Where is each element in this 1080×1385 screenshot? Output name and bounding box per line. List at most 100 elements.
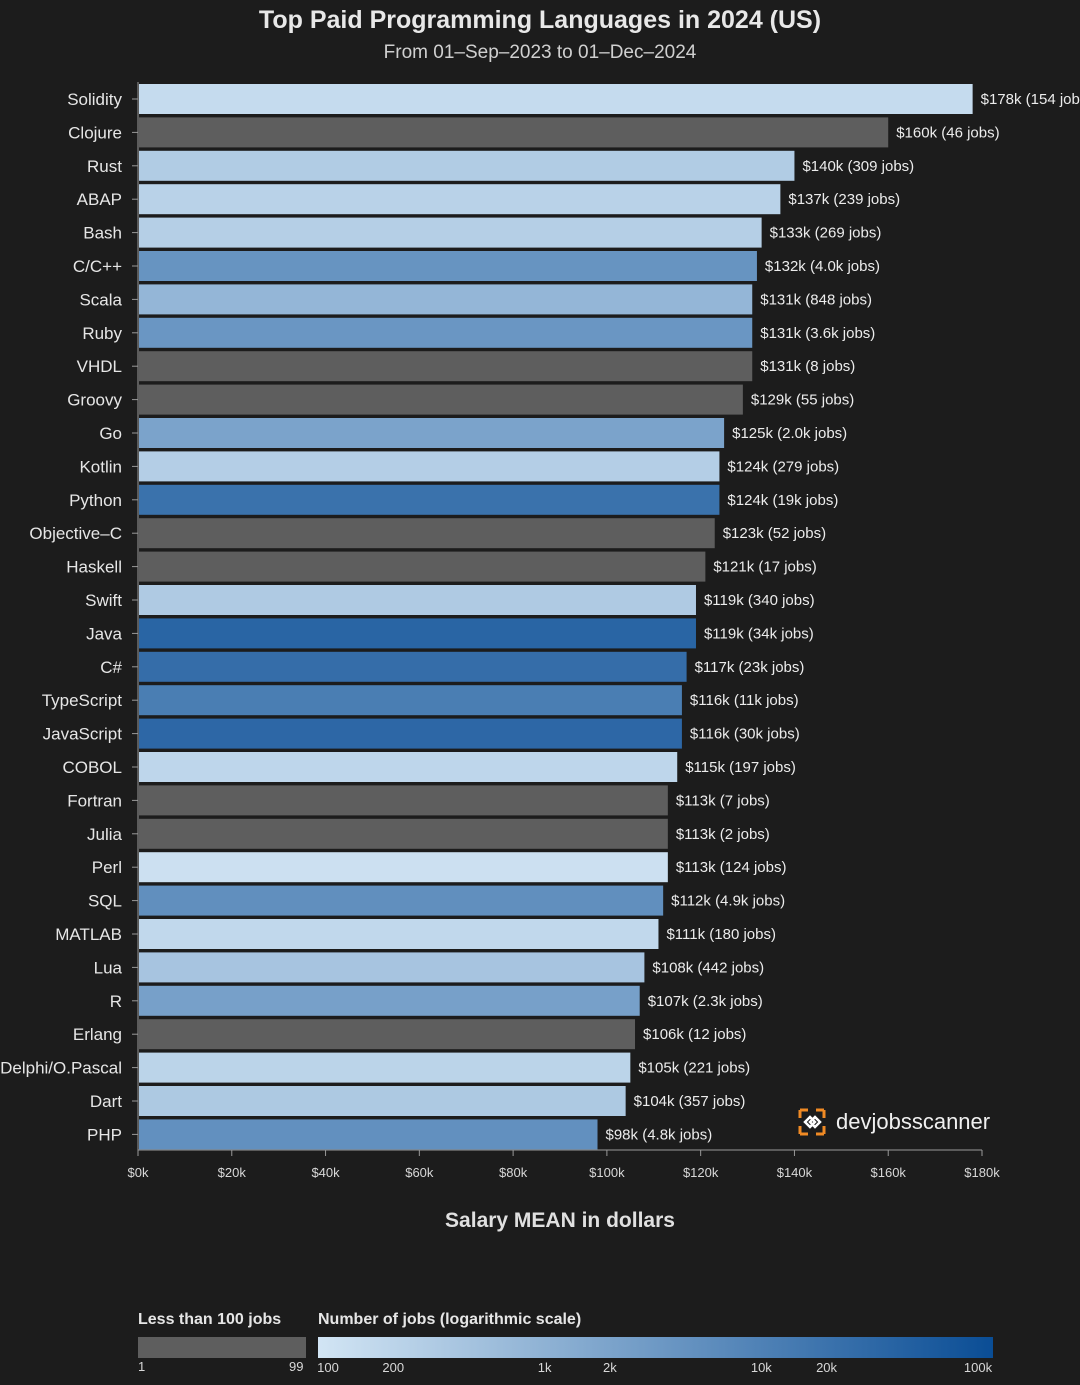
data-label: $113k (7 jobs) [676, 792, 770, 809]
x-tick-label: $160k [871, 1165, 907, 1180]
bar-go [139, 418, 725, 448]
category-label: PHP [87, 1125, 122, 1144]
bar-vhdl [139, 351, 753, 382]
bar-kotlin [139, 451, 720, 482]
bar-erlang [139, 1019, 636, 1050]
category-label: C# [100, 658, 122, 677]
data-label: $133k (269 jobs) [770, 225, 882, 242]
category-label: ABAP [77, 190, 122, 209]
bar-python [139, 484, 720, 515]
category-label: MATLAB [55, 925, 122, 944]
x-axis-title: Salary MEAN in dollars [445, 1209, 675, 1232]
bar-ruby [139, 317, 753, 348]
bar-objective-c [139, 518, 715, 549]
data-label: $121k (17 jobs) [713, 559, 816, 576]
bar-javascript [139, 718, 682, 749]
legend-scale-tick: 10k [751, 1360, 772, 1375]
data-label: $111k (180 jobs) [666, 926, 776, 943]
bar-java [139, 618, 696, 649]
data-label: $132k (4.0k jobs) [765, 258, 880, 275]
category-label: Kotlin [79, 457, 122, 476]
brand-name: devjobsscanner [836, 1109, 991, 1134]
category-label: Lua [94, 958, 123, 977]
legend-scale-tick: 100 [317, 1360, 339, 1375]
category-label: R [110, 992, 122, 1011]
category-label: Scala [79, 290, 122, 309]
x-tick-label: $20k [218, 1165, 247, 1180]
data-label: $105k (221 jobs) [638, 1060, 750, 1077]
bar-groovy [139, 384, 743, 415]
x-tick-label: $60k [405, 1165, 434, 1180]
data-label: $119k (340 jobs) [704, 592, 815, 609]
category-label: JavaScript [43, 725, 123, 744]
data-label: $113k (124 jobs) [676, 859, 787, 876]
x-tick-label: $100k [589, 1165, 625, 1180]
data-label: $129k (55 jobs) [751, 392, 854, 409]
category-label: Julia [87, 825, 123, 844]
data-label: $131k (8 jobs) [760, 358, 855, 375]
data-label: $113k (2 jobs) [676, 826, 770, 843]
x-tick-label: $120k [683, 1165, 719, 1180]
category-label: Groovy [67, 391, 122, 410]
bar-c-c- [139, 251, 757, 281]
bar-rust [139, 150, 795, 181]
data-label: $131k (3.6k jobs) [760, 325, 875, 342]
category-label: SQL [88, 892, 122, 911]
category-label: Go [99, 424, 122, 443]
category-label: Objective–C [29, 524, 122, 543]
bar-delphi-o-pascal [139, 1052, 631, 1083]
chart-title: Top Paid Programming Languages in 2024 (… [258, 6, 822, 34]
category-label: Java [86, 624, 122, 643]
legend-gradient-bar [318, 1337, 993, 1358]
data-label: $124k (19k jobs) [727, 492, 838, 509]
category-label: VHDL [77, 357, 122, 376]
x-tick-label: $80k [499, 1165, 528, 1180]
data-label: $124k (279 jobs) [727, 458, 839, 475]
bar-matlab [139, 919, 659, 949]
bar-cobol [139, 752, 678, 782]
category-label: Rust [87, 157, 122, 176]
category-label: COBOL [62, 758, 122, 777]
bar-sql [139, 885, 664, 916]
data-label: $115k (197 jobs) [685, 759, 796, 776]
data-label: $119k (34k jobs) [704, 625, 814, 642]
category-label: Solidity [67, 90, 122, 109]
bar-typescript [139, 685, 682, 716]
data-label: $125k (2.0k jobs) [732, 425, 847, 442]
category-label: Python [69, 491, 122, 510]
bar-fortran [139, 785, 668, 816]
data-label: $116k (11k jobs) [690, 692, 799, 709]
bar-solidity [139, 84, 973, 114]
category-label: Ruby [82, 324, 122, 343]
data-label: $140k (309 jobs) [802, 158, 914, 175]
x-tick-label: $180k [964, 1165, 1000, 1180]
chart-subtitle: From 01–Sep–2023 to 01–Dec–2024 [383, 42, 697, 63]
legend-scale-label: Number of jobs (logarithmic scale) [318, 1311, 582, 1328]
category-label: Haskell [66, 558, 122, 577]
devjobsscanner-logo-icon [796, 1106, 828, 1138]
category-label: Dart [90, 1092, 122, 1111]
category-label: Swift [85, 591, 122, 610]
category-label: Erlang [73, 1025, 122, 1044]
category-label: TypeScript [42, 691, 123, 710]
bar-dart [139, 1086, 626, 1116]
data-label: $117k (23k jobs) [695, 659, 805, 676]
bar-php [139, 1119, 598, 1150]
legend-low-jobs-swatch [138, 1337, 306, 1358]
category-label: Clojure [68, 123, 122, 142]
legend-scale-tick: 2k [603, 1360, 617, 1375]
legend-scale-tick: 100k [964, 1360, 993, 1375]
data-label: $107k (2.3k jobs) [648, 993, 763, 1010]
data-label: $116k (30k jobs) [690, 726, 800, 743]
data-label: $112k (4.9k jobs) [671, 893, 785, 910]
data-label: $104k (357 jobs) [634, 1093, 746, 1110]
data-label: $131k (848 jobs) [760, 291, 872, 308]
data-label: $106k (12 jobs) [643, 1026, 746, 1043]
bar-julia [139, 818, 668, 849]
bar-perl [139, 852, 668, 883]
bar-c- [139, 651, 687, 682]
bar-scala [139, 284, 753, 315]
legend-low-min: 1 [138, 1359, 146, 1374]
bar-haskell [139, 551, 706, 582]
